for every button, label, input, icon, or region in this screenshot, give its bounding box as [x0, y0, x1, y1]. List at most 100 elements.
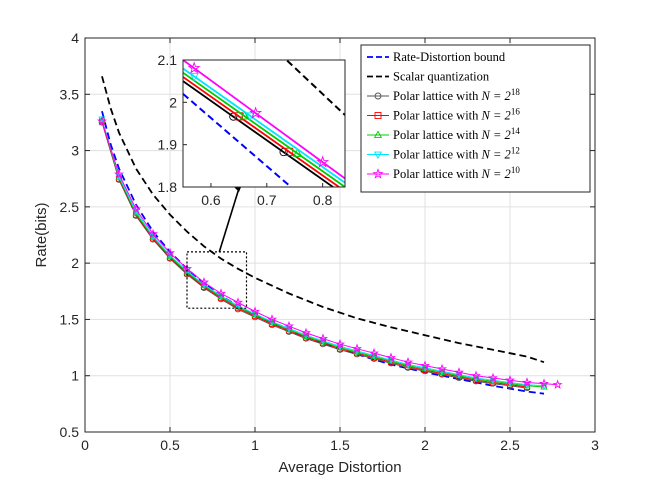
data-point: [368, 347, 380, 358]
data-point: [521, 377, 533, 387]
data-point: [453, 367, 465, 377]
inset-series-line: [183, 60, 345, 180]
inset-x-tick-label: 0.6: [201, 192, 221, 208]
legend-swatch-marker: [373, 151, 383, 160]
series-line: [101, 120, 545, 388]
legend-box: [360, 44, 591, 193]
data-point: [538, 378, 550, 388]
data-point: [419, 360, 431, 370]
legend-label-exponent: 12: [511, 146, 520, 156]
legend-label-exponent: 14: [511, 126, 521, 136]
y-tick-label: 3.5: [60, 86, 80, 102]
data-point: [215, 288, 227, 298]
inset-series-6: [183, 67, 345, 184]
data-point: [385, 352, 397, 362]
inset-series: [183, 60, 345, 187]
legend-label: Polar lattice with N = 216: [393, 107, 520, 123]
data-point: [552, 379, 563, 389]
legend-label: Polar lattice with N = 212: [393, 146, 520, 162]
data-point: [317, 333, 329, 343]
legend-label-exponent: 16: [511, 107, 521, 117]
inset-data-point: [189, 73, 199, 82]
legend-entry: Polar lattice with N = 210: [367, 165, 520, 181]
legend-label: Polar lattice with N = 210: [393, 165, 520, 181]
legend-swatch-marker: [373, 130, 383, 138]
data-point: [198, 277, 210, 287]
legend-label-text: Polar lattice with: [393, 167, 482, 181]
legend-label-base: N = 2: [481, 128, 511, 142]
data-point: [487, 372, 499, 383]
inset-frame: [182, 59, 346, 188]
legend-label-text: Polar lattice with: [393, 128, 482, 142]
x-tick-label: 3: [591, 437, 599, 453]
inset-x-tick-label: 0.8: [313, 192, 333, 208]
inset-data-point: [245, 112, 255, 122]
y-tick-label: 1.5: [60, 311, 80, 327]
inset-data-point: [187, 61, 201, 74]
legend-swatch-marker: [374, 112, 382, 119]
y-tick-label: 1: [71, 368, 79, 384]
inset-y-tick-label: 1.8: [158, 179, 178, 195]
data-point: [266, 314, 278, 324]
data-point: [147, 228, 159, 239]
legend-entry: Polar lattice with N = 218: [367, 87, 520, 103]
legend-entry: Polar lattice with N = 212: [367, 146, 520, 162]
inset-x-tick-label: 0.7: [257, 192, 277, 208]
inset-y-tick-label: 2: [169, 94, 177, 110]
data-point: [130, 203, 142, 214]
data-point: [249, 306, 261, 316]
legend-label: Polar lattice with N = 214: [393, 126, 520, 142]
y-tick-label: 4: [71, 30, 79, 46]
series-7: [96, 116, 563, 389]
legend-swatch-marker: [374, 92, 382, 100]
legend-label: Rate-Distortion bound: [393, 50, 506, 64]
inset-plot: 0.6 0.7 0.8 1.8 1.9 2 2.1: [158, 52, 346, 208]
legend-label-exponent: 10: [511, 165, 521, 175]
inset-series-7: [183, 60, 345, 180]
y-tick-label: 2.5: [60, 199, 80, 215]
legend-label-text: Scalar quantization: [393, 70, 490, 84]
x-tick-label: 1: [251, 437, 259, 453]
x-tick-label: 0.5: [160, 437, 180, 453]
data-point: [164, 247, 176, 258]
inset-series-line: [183, 67, 345, 184]
data-point: [402, 356, 414, 367]
legend-label-base: N = 2: [481, 109, 511, 123]
inset-series-line: [183, 80, 335, 187]
legend-swatch-marker: [372, 168, 384, 179]
inset-series-line: [183, 76, 341, 187]
inset-y-tick-label: 2.1: [158, 52, 178, 68]
data-point: [96, 116, 108, 126]
inset-data-point: [249, 106, 263, 119]
legend-entry: Rate-Distortion bound: [367, 50, 506, 64]
data-point: [351, 343, 363, 353]
legend-label-text: Rate-Distortion bound: [393, 50, 506, 64]
inset-data-point: [292, 148, 303, 157]
legend: Rate-Distortion bound Scalar quantization…: [360, 44, 591, 193]
inset-y-tick-label: 1.9: [158, 137, 178, 153]
legend-label-base: N = 2: [481, 148, 511, 162]
inset-series-1: [183, 93, 293, 187]
y-tick-label: 0.5: [60, 424, 80, 440]
data-point: [436, 363, 448, 374]
series-line: [101, 76, 545, 364]
inset-data-point: [316, 155, 330, 168]
legend-label-text: Polar lattice with: [393, 89, 482, 103]
x-tick-label: 2.5: [500, 437, 520, 453]
inset-series-line: [183, 71, 345, 187]
data-point: [334, 338, 346, 349]
legend-label: Scalar quantization: [393, 70, 490, 84]
series-2: [101, 76, 545, 364]
legend-label-text: Polar lattice with: [393, 148, 482, 162]
legend-label-base: N = 2: [481, 167, 511, 181]
inset-series-5: [183, 71, 345, 187]
x-axis-label: Average Distortion: [278, 459, 401, 476]
legend-entry: Polar lattice with N = 214: [367, 126, 520, 142]
zoom-arrow-line: [218, 184, 241, 253]
zoom-region-box: [186, 251, 248, 309]
legend-entry: Polar lattice with N = 216: [367, 107, 520, 123]
data-point: [232, 297, 244, 307]
inset-series-line: [183, 93, 293, 187]
data-point: [283, 320, 295, 331]
